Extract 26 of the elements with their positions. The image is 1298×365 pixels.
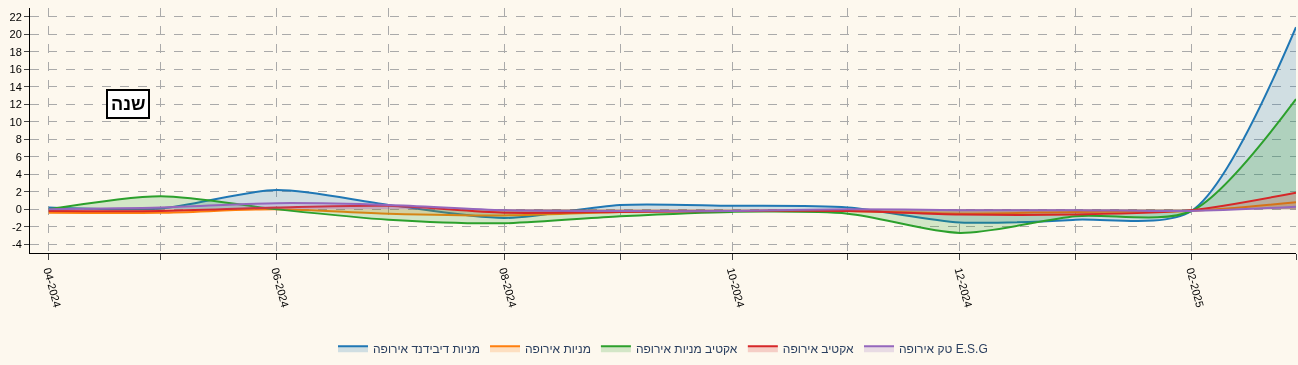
y-tick-label: 18 [9,45,22,58]
y-tick-label: 16 [9,63,22,76]
y-tick-label: 6 [15,150,22,163]
y-tick-label: 14 [9,80,22,93]
y-tick-label: 10 [9,115,22,128]
x-tick-label: 04-2024 [41,266,64,309]
x-tick-label: 06-2024 [269,266,292,309]
y-tick-label: -2 [12,220,22,233]
y-tick-label: 20 [9,28,22,41]
legend-label: מניות אירופה [525,342,591,357]
legend-label: אקטיב אירופה [782,342,855,357]
y-tick-label: 22 [9,10,22,23]
legend-label: אקטיב מניות אירופה [635,342,738,357]
y-tick-label: 4 [15,168,22,181]
annotation: שנה [111,94,146,114]
x-tick-label: 10-2024 [724,266,747,309]
y-tick-label: 8 [15,133,22,146]
y-tick-label: 0 [15,203,22,216]
x-tick-label: 02-2025 [1184,266,1207,309]
y-tick-label: -4 [12,238,22,251]
y-tick-label: 2 [15,185,22,198]
x-tick-label: 08-2024 [497,266,520,309]
legend-label: מניות דיבידנד אירופה [373,342,481,357]
x-tick-label: 12-2024 [952,266,975,309]
legend-label: טק אירופה E.S.G [899,342,988,357]
y-tick-label: 12 [9,98,22,111]
